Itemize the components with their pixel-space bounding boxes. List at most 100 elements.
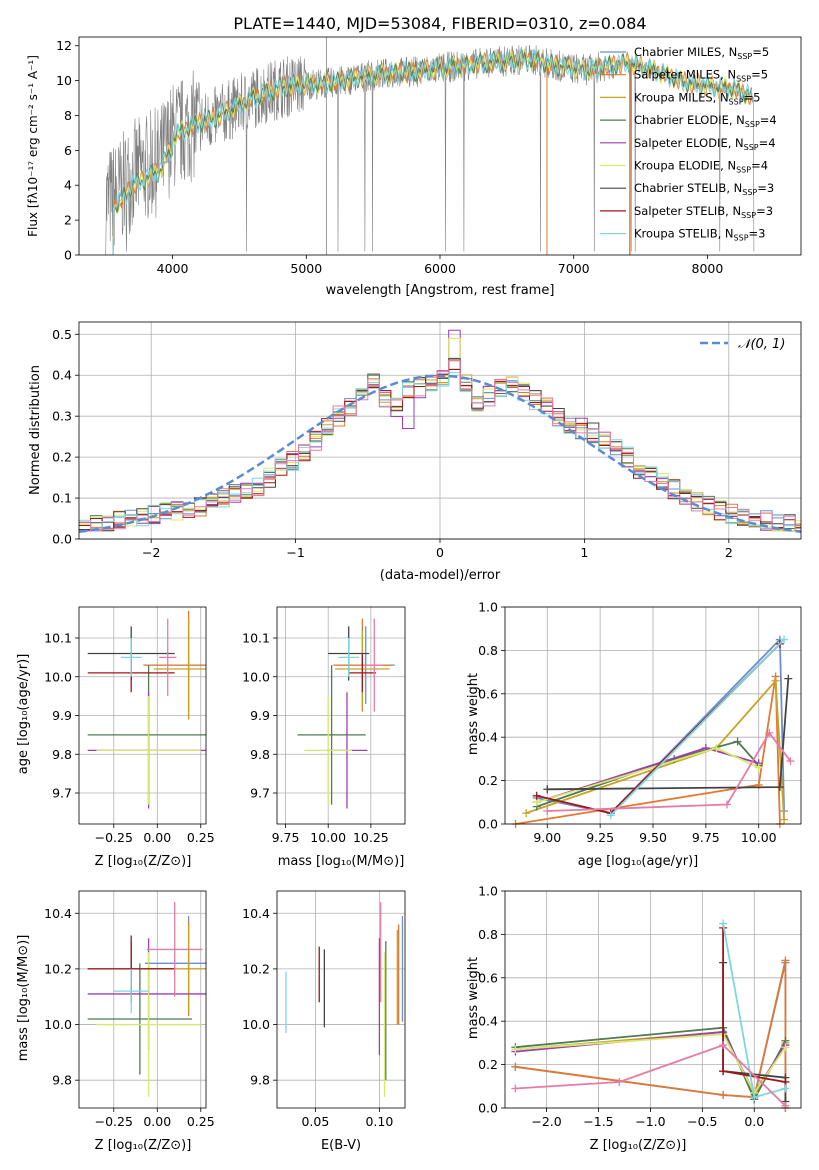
- legend-subscript: SSP: [745, 120, 760, 129]
- axes-frame: [78, 321, 802, 540]
- y-tick-label: 10.2: [242, 961, 270, 976]
- plot-area: [79, 329, 801, 534]
- weight-marker: [719, 1041, 728, 1050]
- weight-marker: [784, 674, 793, 683]
- weight-series: [547, 731, 792, 812]
- p3-ylabel: age [log₁₀(age/yr)]: [16, 654, 31, 775]
- weight-marker: [543, 785, 552, 794]
- ticks: 9.75 10.00 10.25 9.7 9.8 9.9 10.0 10.1: [242, 631, 389, 846]
- y-tick-label: 9.9: [52, 708, 72, 723]
- y-tick-label: 0.5: [52, 327, 72, 342]
- y-tick-label: 9.7: [250, 786, 270, 801]
- legend-label: Salpeter MILES, NSSP=5: [634, 68, 768, 84]
- mass-vs-metallicity-panel: −0.25 0.00 0.25 9.8 10.0 10.2 10.4: [44, 890, 215, 1129]
- legend-label: Chabrier MILES, NSSP=5: [634, 45, 769, 61]
- y-tick-label: 0.2: [52, 450, 72, 465]
- weight-series: [536, 637, 785, 815]
- legend-subscript: SSP: [744, 143, 759, 152]
- p3-xlabel: Z [log₁₀(Z/Z⊙)]: [95, 854, 192, 869]
- ticks: −0.25 0.00 0.25 9.7 9.8 9.9 10.0 10.1: [44, 631, 215, 846]
- legend-suffix: =4: [760, 113, 777, 127]
- x-tick-label: 9.50: [639, 830, 667, 845]
- y-tick-label: 2: [64, 213, 72, 228]
- x-tick-label: −0.5: [687, 1114, 717, 1129]
- legend-subscript: SSP: [736, 75, 751, 84]
- weight-marker: [511, 1045, 520, 1054]
- weight-marker: [719, 1090, 728, 1099]
- x-tick-label: 0.05: [301, 1114, 329, 1129]
- weight-marker: [511, 1062, 520, 1071]
- y-tick-label: 9.8: [250, 747, 270, 762]
- weight-marker: [733, 737, 742, 746]
- weight-marker: [781, 956, 790, 965]
- plot-area: [87, 902, 206, 1097]
- plot-area: [511, 919, 790, 1112]
- y-tick-label: 4: [64, 178, 72, 193]
- residual-ylabel: Normed distribution: [28, 365, 43, 495]
- x-tick-label: 7000: [558, 261, 590, 276]
- y-tick-label: 10: [56, 73, 72, 88]
- residual-histogram: [79, 372, 801, 532]
- y-tick-label: 9.8: [52, 747, 72, 762]
- legend-label: Salpeter ELODIE, NSSP=4: [634, 136, 776, 152]
- y-tick-label: 0.0: [478, 817, 498, 832]
- ticks: −0.25 0.00 0.25 9.8 10.0 10.2 10.4: [44, 906, 215, 1129]
- y-tick-label: 9.7: [52, 786, 72, 801]
- legend-label: Kroupa STELIB, NSSP=3: [634, 227, 765, 243]
- x-tick-label: 10.25: [353, 830, 389, 845]
- y-tick-label: 9.9: [250, 708, 270, 723]
- x-tick-label: 9.75: [692, 830, 720, 845]
- y-tick-label: 9.8: [250, 1073, 270, 1088]
- mass-vs-extinction-panel: 0.05 0.10 9.8 10.0 10.2 10.4: [242, 890, 406, 1129]
- x-tick-label: 0.00: [143, 830, 171, 845]
- residual-histogram: [79, 360, 801, 532]
- weight-marker: [781, 1084, 790, 1093]
- plot-area: [105, 37, 755, 255]
- p6-ylabel: mass [log₁₀(M/M⊙)]: [16, 935, 31, 1062]
- ticks: −2.0 −1.5 −1.0 −0.5 0.0 0.0 0.2 0.4 0.6 0.8 1.0: [478, 884, 764, 1130]
- legend-suffix: =4: [751, 159, 768, 173]
- normal-legend-label: 𝒩(0, 1): [738, 337, 785, 352]
- y-tick-label: 0.2: [478, 1057, 498, 1072]
- legend-suffix: =5: [752, 45, 769, 59]
- plot-area: [285, 902, 404, 1097]
- age-vs-metallicity-panel: −0.25 0.00 0.25 9.7 9.8 9.9 10.0 10.1: [44, 606, 215, 846]
- x-tick-label: −1.0: [635, 1114, 665, 1129]
- spectrum-legend: Chabrier MILES, NSSP=5 Salpeter MILES, NS…: [600, 45, 777, 243]
- grid: [79, 607, 206, 824]
- legend-suffix: =3: [756, 204, 773, 218]
- ticks: −2 −1 0 1 2 0.0 0.1 0.2 0.3 0.4 0.5: [52, 327, 733, 560]
- model-spectrum: [105, 47, 753, 255]
- y-tick-label: 0.4: [52, 368, 72, 383]
- plot-area: [297, 618, 395, 809]
- y-tick-label: 10.1: [44, 631, 72, 646]
- y-tick-label: 1.0: [478, 600, 498, 615]
- legend-label: Salpeter STELIB, NSSP=3: [634, 204, 773, 220]
- p5-xlabel: age [log₁₀(age/yr)]: [578, 854, 699, 869]
- y-tick-label: 9.8: [52, 1073, 72, 1088]
- axes-frame: [78, 606, 207, 825]
- grid: [505, 606, 801, 825]
- y-tick-label: 10.0: [242, 669, 270, 684]
- p4-xlabel: mass [log₁₀(M/M⊙)]: [278, 854, 405, 869]
- residual-histogram: [79, 329, 801, 532]
- p8-ylabel: mass weight: [466, 957, 481, 1039]
- x-tick-label: −0.25: [95, 830, 133, 845]
- grid: [79, 322, 801, 540]
- ticks: 0.05 0.10 9.8 10.0 10.2 10.4: [242, 906, 393, 1129]
- spectrum-xlabel: wavelength [Angstrom, rest frame]: [326, 283, 555, 298]
- y-tick-label: 6: [64, 143, 72, 158]
- weight-series: [547, 678, 790, 791]
- legend-subscript: SSP: [729, 97, 744, 106]
- y-tick-label: 0.2: [478, 773, 498, 788]
- weight-marker: [522, 809, 531, 818]
- axes-frame: [276, 606, 406, 825]
- axes-frame: [504, 606, 802, 825]
- weight-series: [525, 678, 785, 820]
- x-tick-label: −2: [142, 545, 160, 560]
- weight-marker: [615, 1077, 624, 1086]
- y-tick-label: 1.0: [478, 884, 498, 899]
- legend-label: Chabrier ELODIE, NSSP=4: [634, 113, 777, 129]
- spectrum-ylabel: Flux [fλ10⁻¹⁷ erg cm⁻² s⁻¹ A⁻¹]: [26, 55, 40, 237]
